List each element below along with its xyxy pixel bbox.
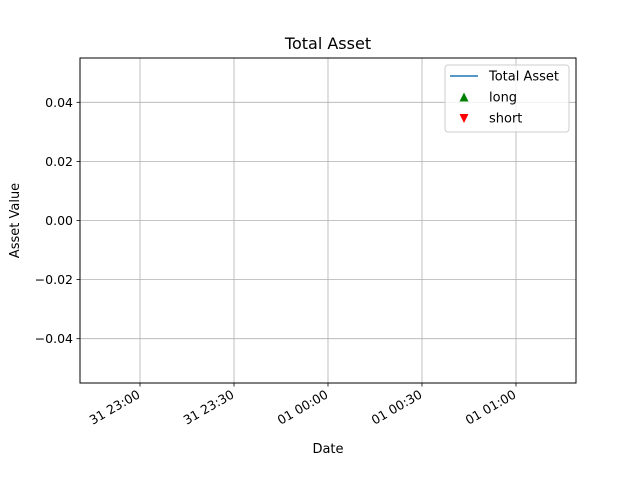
legend-marker-long xyxy=(459,92,469,102)
x-axis: 31 23:00 31 23:30 01 00:00 01 00:30 01 01:00 xyxy=(87,383,519,428)
legend-label-total-asset: Total Asset xyxy=(488,70,559,85)
legend-label-long: long xyxy=(489,91,517,106)
legend-label-short: short xyxy=(489,112,522,127)
y-tick-label: −0.04 xyxy=(35,331,73,346)
x-tick-label: 31 23:00 xyxy=(87,387,143,428)
x-tick-label: 01 00:00 xyxy=(275,387,331,428)
y-tick-label: 0.04 xyxy=(45,95,73,110)
x-tick-label: 01 01:00 xyxy=(463,387,519,428)
y-tick-label: 0.00 xyxy=(45,213,73,228)
grid xyxy=(80,58,576,383)
y-axis: 0.04 0.02 0.00 −0.02 −0.04 xyxy=(35,95,80,346)
chart-title: Total Asset xyxy=(284,34,371,53)
legend-marker-short xyxy=(459,114,469,123)
y-axis-title: Asset Value xyxy=(8,183,23,258)
y-tick-label: −0.02 xyxy=(35,272,73,287)
x-axis-title: Date xyxy=(312,442,343,457)
x-tick-label: 01 00:30 xyxy=(369,387,425,428)
legend-box xyxy=(444,64,570,133)
legend: Total Asset long short xyxy=(444,64,570,133)
y-tick-label: 0.02 xyxy=(45,154,73,169)
x-tick-label: 31 23:30 xyxy=(181,387,237,428)
